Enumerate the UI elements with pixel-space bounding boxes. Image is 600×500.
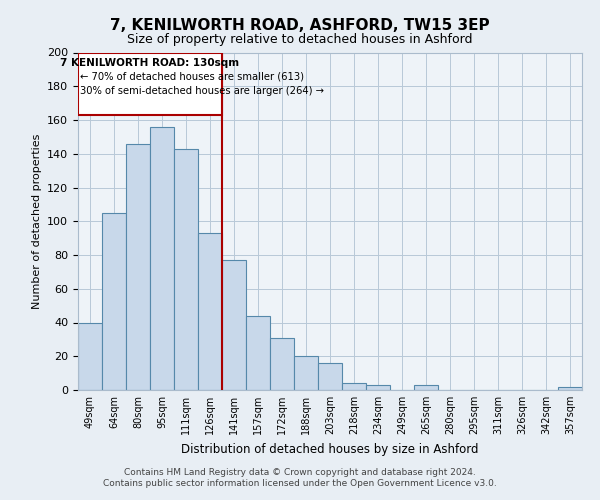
Bar	[414, 385, 438, 390]
Bar	[102, 213, 126, 390]
Bar	[126, 144, 150, 390]
Bar	[342, 383, 366, 390]
Bar	[270, 338, 294, 390]
Y-axis label: Number of detached properties: Number of detached properties	[32, 134, 41, 309]
Bar	[246, 316, 270, 390]
Text: 30% of semi-detached houses are larger (264) →: 30% of semi-detached houses are larger (…	[80, 86, 325, 96]
Bar	[222, 260, 246, 390]
Bar	[78, 322, 102, 390]
Bar	[366, 385, 390, 390]
Bar	[318, 363, 342, 390]
Text: 7, KENILWORTH ROAD, ASHFORD, TW15 3EP: 7, KENILWORTH ROAD, ASHFORD, TW15 3EP	[110, 18, 490, 32]
Text: 7 KENILWORTH ROAD: 130sqm: 7 KENILWORTH ROAD: 130sqm	[61, 58, 239, 68]
Bar	[150, 126, 174, 390]
FancyBboxPatch shape	[78, 52, 222, 115]
Text: ← 70% of detached houses are smaller (613): ← 70% of detached houses are smaller (61…	[80, 71, 304, 81]
X-axis label: Distribution of detached houses by size in Ashford: Distribution of detached houses by size …	[181, 442, 479, 456]
Text: Size of property relative to detached houses in Ashford: Size of property relative to detached ho…	[127, 32, 473, 46]
Text: Contains HM Land Registry data © Crown copyright and database right 2024.
Contai: Contains HM Land Registry data © Crown c…	[103, 468, 497, 487]
Bar	[294, 356, 318, 390]
Bar	[174, 148, 198, 390]
Bar	[558, 386, 582, 390]
Bar	[198, 233, 222, 390]
